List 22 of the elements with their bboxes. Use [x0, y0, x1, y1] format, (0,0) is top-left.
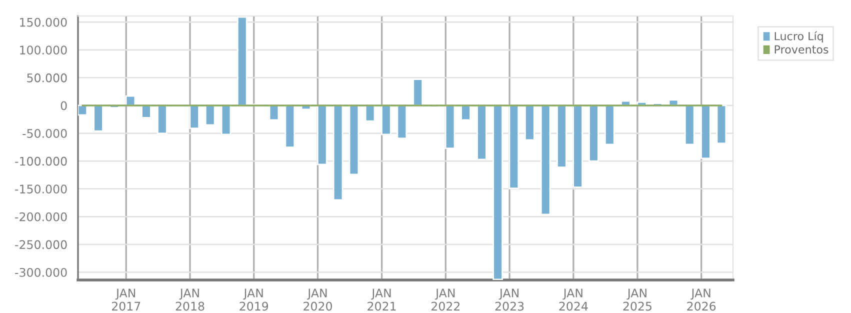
y-tick-label: -200.000: [15, 212, 67, 222]
x-tick-label: JAN 2026: [687, 288, 716, 311]
y-tick-label: 50.000: [27, 73, 67, 82]
y-tick-label: -50.000: [22, 128, 67, 138]
x-tick-label: JAN 2024: [559, 288, 588, 311]
y-tick-label: -100.000: [15, 156, 67, 166]
x-tick-label: JAN 2023: [495, 288, 524, 311]
y-tick-label: -300.000: [15, 268, 67, 277]
x-tick-label: JAN 2018: [176, 288, 204, 311]
y-tick-label: 0: [60, 101, 67, 110]
y-tick-label: -250.000: [15, 240, 67, 250]
x-tick-label: JAN 2021: [368, 288, 396, 311]
x-tick-label: JAN 2017: [112, 288, 140, 311]
x-tick-label: JAN 2025: [623, 288, 652, 311]
x-tick-label: JAN 2022: [432, 288, 460, 311]
x-tick-label: JAN 2020: [304, 288, 332, 311]
legend-label: Proventos: [774, 45, 828, 54]
y-tick-label: -150.000: [15, 184, 67, 194]
x-tick-label: JAN 2019: [240, 288, 268, 311]
y-tick-label: 100.000: [20, 46, 67, 55]
y-tick-label: 150.000: [20, 18, 67, 27]
legend-label: Lucro Líq: [774, 31, 823, 42]
